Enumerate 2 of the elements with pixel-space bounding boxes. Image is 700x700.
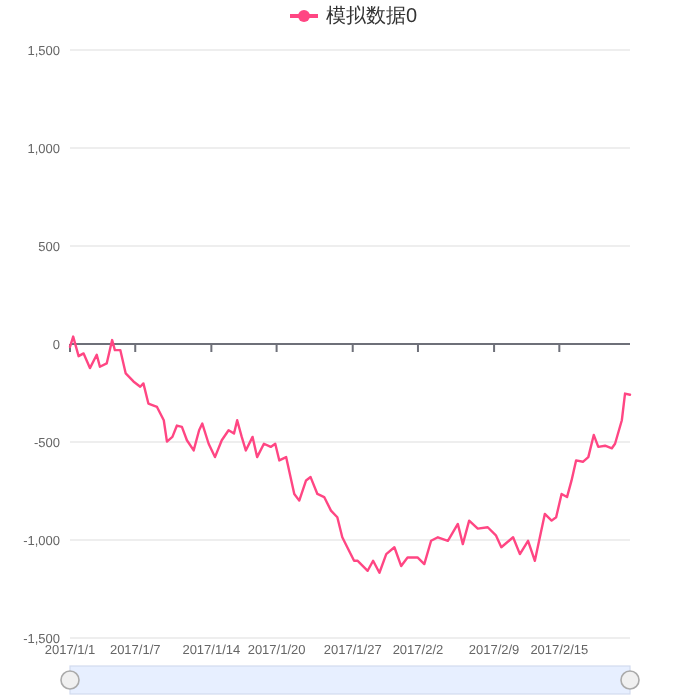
legend-label: 模拟数据0 — [326, 4, 418, 28]
line-series — [68, 335, 632, 574]
